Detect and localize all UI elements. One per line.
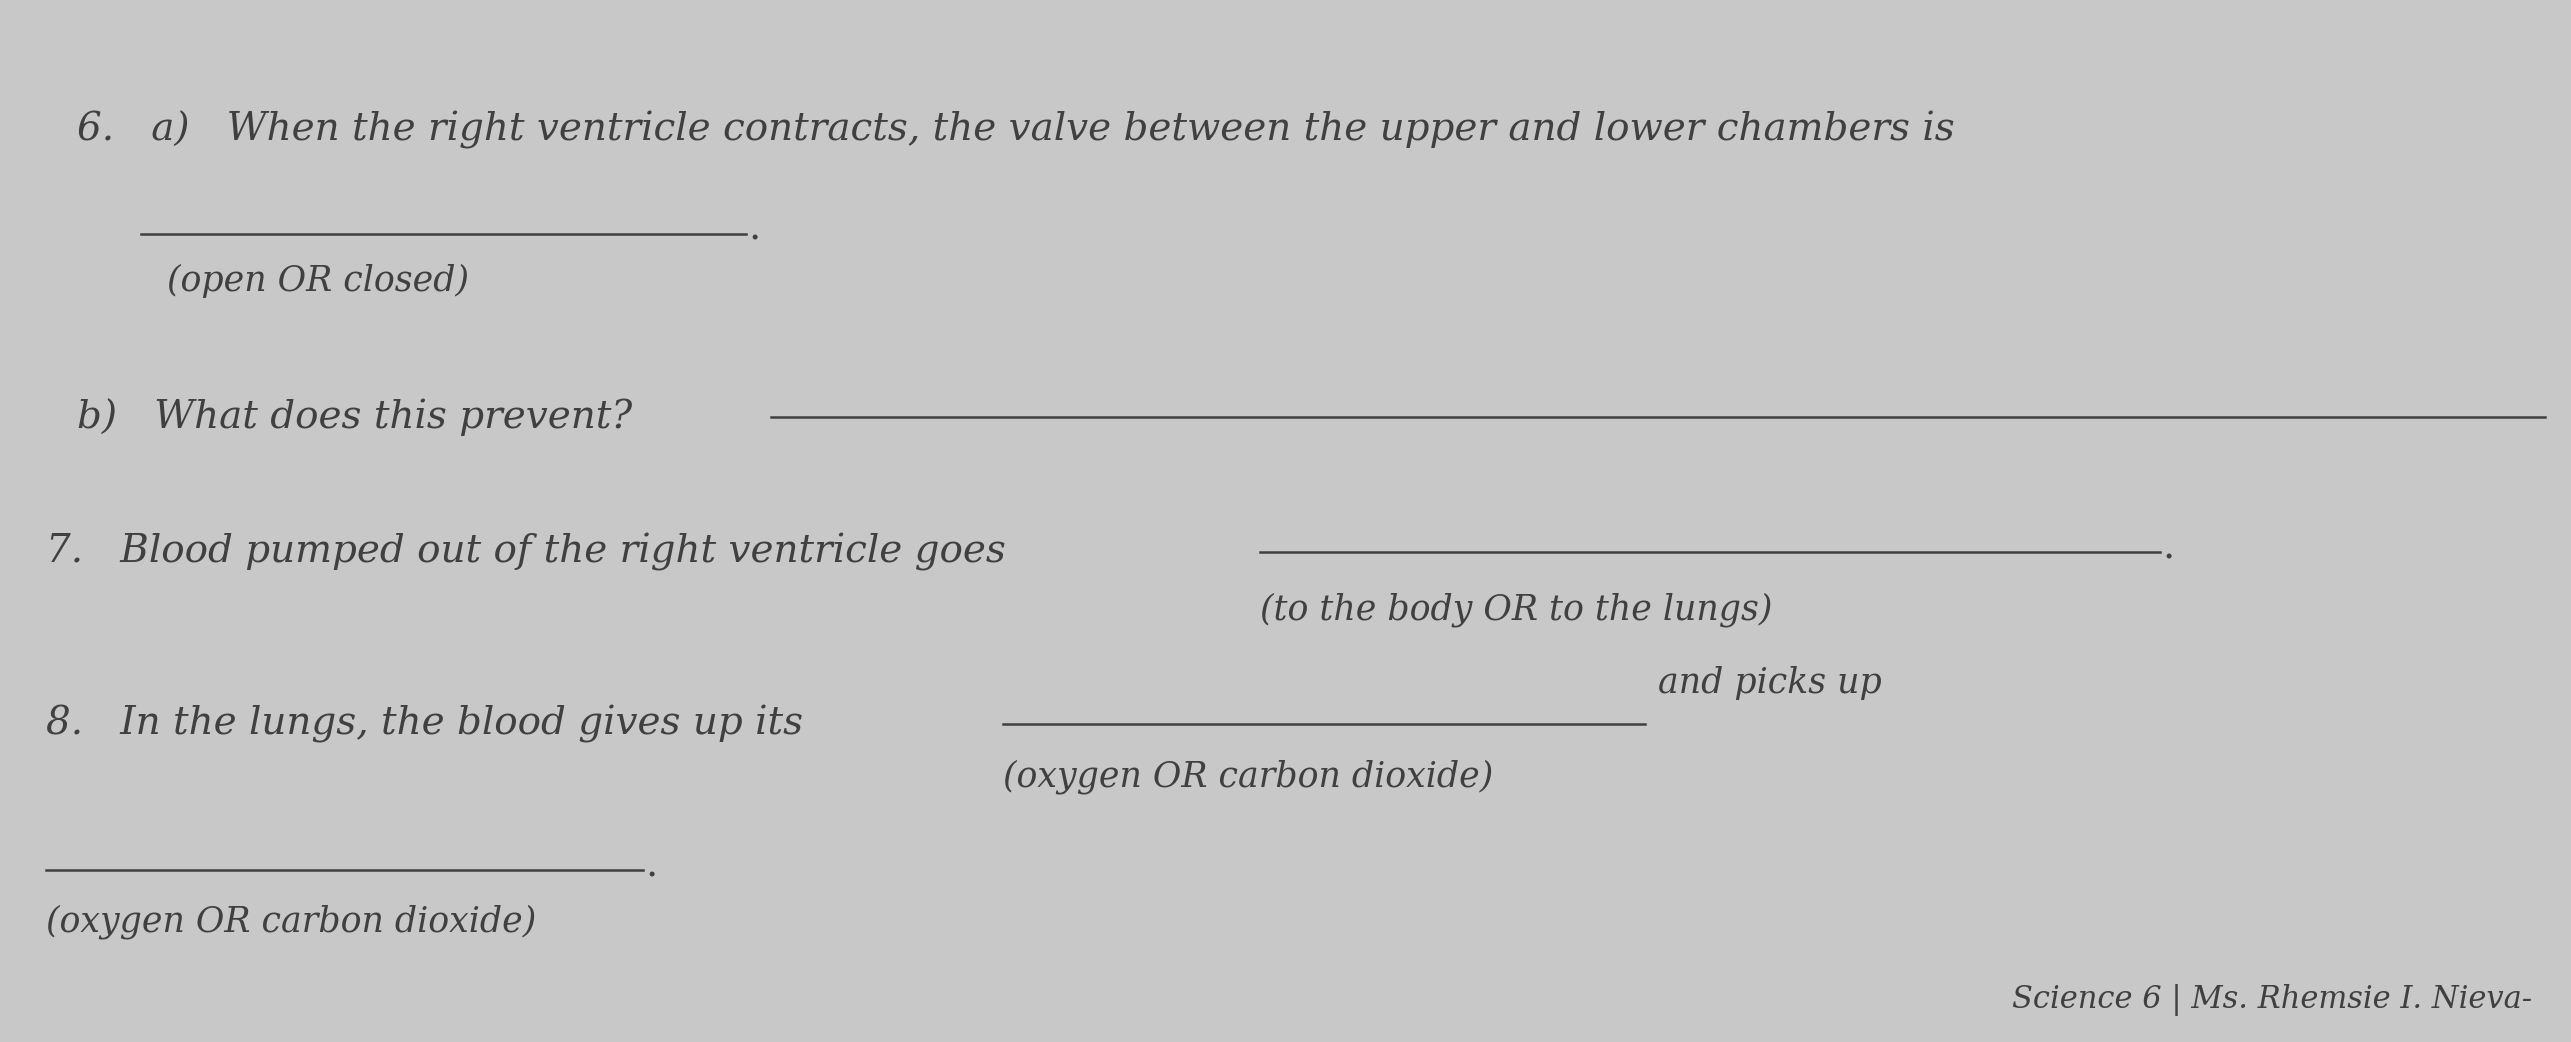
Text: .: .	[645, 847, 658, 885]
Text: .: .	[748, 210, 761, 248]
Text: .: .	[2162, 529, 2175, 567]
Text: b)   What does this prevent?: b) What does this prevent?	[77, 398, 632, 436]
Text: (oxygen OR carbon dioxide): (oxygen OR carbon dioxide)	[1003, 759, 1494, 794]
Text: 8.   In the lungs, the blood gives up its: 8. In the lungs, the blood gives up its	[46, 705, 802, 743]
Text: (open OR closed): (open OR closed)	[167, 265, 468, 298]
Text: 7.   Blood pumped out of the right ventricle goes: 7. Blood pumped out of the right ventric…	[46, 534, 1005, 571]
Text: (to the body OR to the lungs): (to the body OR to the lungs)	[1260, 592, 1771, 627]
Text: Science 6 | Ms. Rhemsie I. Nieva-: Science 6 | Ms. Rhemsie I. Nieva-	[2013, 985, 2532, 1016]
Text: (oxygen OR carbon dioxide): (oxygen OR carbon dioxide)	[46, 904, 537, 940]
Text: 6.   a)   When the right ventricle contracts, the valve between the upper and lo: 6. a) When the right ventricle contracts…	[77, 111, 1954, 149]
Text: and picks up: and picks up	[1658, 666, 1882, 699]
